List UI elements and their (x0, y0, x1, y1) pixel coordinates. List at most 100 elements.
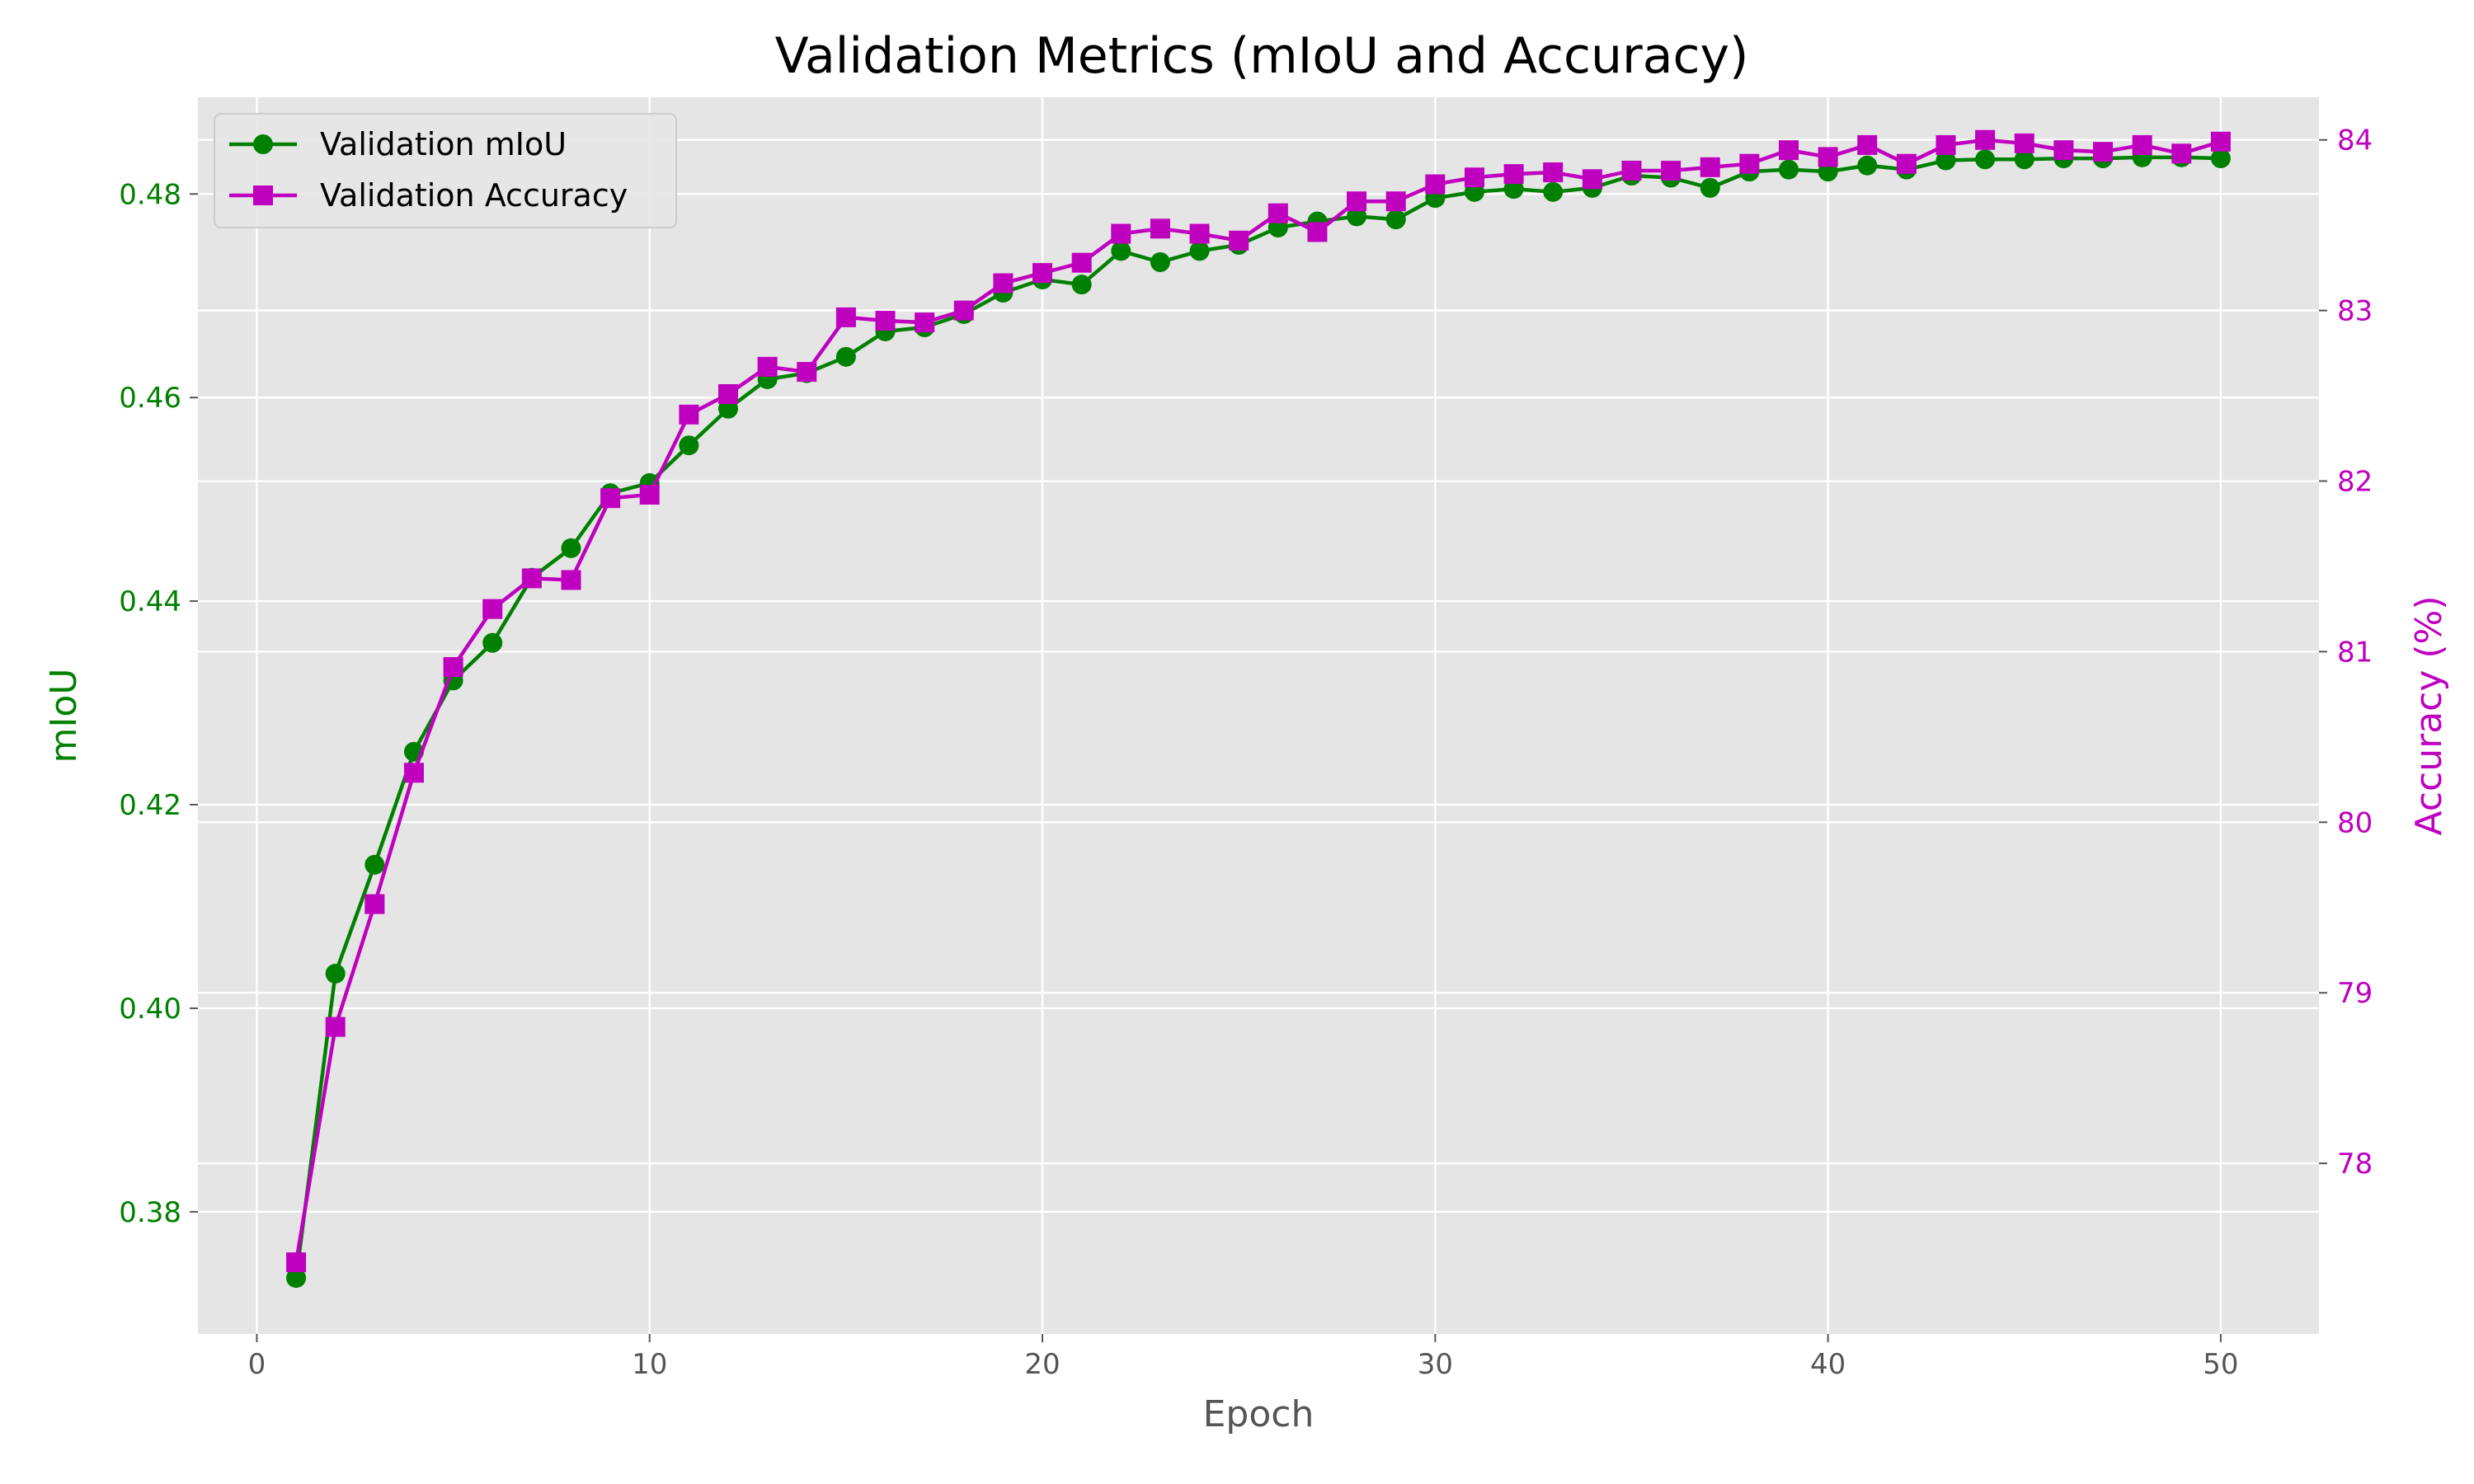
accuracy-point (835, 307, 856, 327)
accuracy-point (2210, 131, 2231, 152)
accuracy-point (1582, 169, 1602, 190)
miou-point (1700, 177, 1720, 198)
accuracy-point (2093, 142, 2114, 162)
left-tick-label: 0.42 (119, 789, 181, 822)
legend-item: Validation mIoU (229, 126, 567, 162)
left-axis-ticks: 0.38 0.40 0.42 0.44 0.46 0.48 (119, 178, 198, 1229)
accuracy-point (797, 362, 817, 383)
right-axis-label: Accuracy (%) (2408, 595, 2450, 835)
left-tick-label: 0.38 (119, 1196, 181, 1229)
left-tick-label: 0.40 (119, 993, 181, 1026)
accuracy-point (482, 599, 503, 619)
miou-point (1385, 209, 1406, 230)
accuracy-point (1935, 134, 1956, 155)
miou-point (561, 538, 581, 558)
miou-point (325, 963, 346, 984)
accuracy-point (1503, 164, 1524, 185)
accuracy-point (953, 300, 974, 321)
accuracy-point (1425, 174, 1446, 195)
x-tick-label: 50 (2203, 1348, 2238, 1381)
accuracy-point (1857, 134, 1878, 155)
accuracy-point (639, 485, 660, 505)
right-tick-label: 83 (2337, 295, 2373, 328)
x-axis-ticks: 0 10 20 30 40 50 (248, 1334, 2239, 1381)
grid-lines (198, 97, 2319, 1334)
accuracy-point (679, 404, 699, 425)
series-accuracy (286, 129, 2231, 1273)
miou-point (679, 435, 699, 456)
miou-point (1071, 275, 1092, 295)
miou-point (1975, 149, 1996, 170)
miou-point (1935, 150, 1956, 171)
right-tick-label: 79 (2337, 977, 2373, 1010)
miou-point (1150, 252, 1170, 272)
accuracy-point (1071, 252, 1092, 273)
accuracy-point (1268, 203, 1288, 223)
accuracy-point (1975, 129, 1996, 150)
series-layer (286, 129, 2231, 1289)
accuracy-point (1307, 222, 1328, 242)
accuracy-point (561, 570, 581, 590)
legend-label: Validation mIoU (320, 126, 567, 162)
miou-point (1543, 181, 1564, 202)
accuracy-point (2053, 140, 2074, 161)
accuracy-point (915, 312, 935, 333)
accuracy-point (1779, 140, 1799, 161)
miou-point (1111, 241, 1131, 261)
right-axis-ticks: 78 79 80 81 82 83 84 (2319, 124, 2373, 1181)
legend-item: Validation Accuracy (229, 177, 628, 214)
miou-point (1857, 155, 1878, 176)
accuracy-point (1229, 230, 1249, 251)
right-tick-label: 78 (2337, 1148, 2373, 1181)
accuracy-point (757, 356, 778, 377)
accuracy-point (365, 894, 385, 914)
accuracy-point (600, 488, 621, 509)
miou-point (1347, 206, 1367, 227)
x-tick-label: 30 (1418, 1348, 1453, 1381)
accuracy-point (718, 384, 738, 404)
accuracy-point (993, 273, 1014, 294)
accuracy-point (403, 763, 424, 783)
accuracy-point (1347, 191, 1367, 212)
miou-point (2210, 148, 2231, 169)
accuracy-point (1464, 167, 1484, 188)
accuracy-point (1385, 191, 1406, 212)
chart-title: Validation Metrics (mIoU and Accuracy) (775, 27, 1749, 85)
miou-point (482, 632, 503, 653)
miou-point (1779, 159, 1799, 180)
accuracy-point (1739, 153, 1760, 174)
legend: Validation mIoU Validation Accuracy (214, 113, 677, 228)
accuracy-point (1661, 160, 1681, 181)
accuracy-point (443, 657, 463, 678)
accuracy-point (1189, 223, 1210, 244)
legend-marker (253, 134, 273, 154)
legend-marker (253, 186, 273, 205)
left-tick-label: 0.48 (119, 178, 181, 211)
left-axis-label: mIoU (43, 669, 85, 763)
x-tick-label: 40 (1810, 1348, 1846, 1381)
x-axis-label: Epoch (1203, 1393, 1315, 1435)
accuracy-point (1032, 263, 1053, 284)
accuracy-point (1621, 160, 1642, 181)
accuracy-point (1111, 223, 1131, 244)
miou-point (1503, 179, 1524, 200)
x-tick-label: 0 (248, 1348, 266, 1381)
accuracy-point (286, 1252, 307, 1273)
miou-point (365, 854, 385, 875)
miou-point (2014, 149, 2034, 170)
accuracy-point (1818, 147, 1838, 167)
accuracy-point (521, 568, 542, 589)
accuracy-point (325, 1017, 346, 1037)
accuracy-point (2014, 133, 2034, 153)
right-tick-label: 82 (2337, 466, 2373, 499)
miou-point (835, 346, 856, 367)
left-tick-label: 0.46 (119, 382, 181, 415)
accuracy-point (1543, 162, 1564, 183)
left-tick-label: 0.44 (119, 585, 181, 618)
miou-point (286, 1268, 307, 1289)
accuracy-point (1700, 157, 1720, 177)
right-tick-label: 84 (2337, 124, 2373, 157)
accuracy-point (2132, 134, 2152, 155)
legend-box (214, 113, 677, 228)
